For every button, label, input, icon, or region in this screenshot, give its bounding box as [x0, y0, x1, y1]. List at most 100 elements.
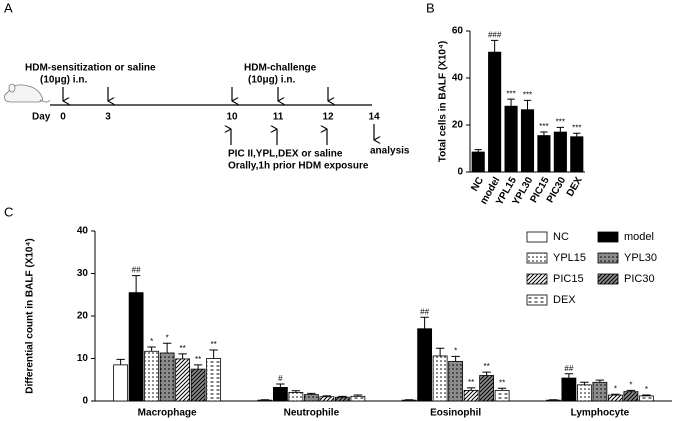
- bar: [570, 136, 584, 173]
- bar: [494, 389, 510, 402]
- y-tick-label: 0: [457, 167, 463, 178]
- bar: [448, 361, 464, 402]
- panel-label: C: [4, 204, 13, 219]
- bar: [350, 395, 366, 402]
- bar: [272, 386, 288, 402]
- y-tick-label: 20: [452, 120, 464, 131]
- error-bar: [573, 132, 581, 137]
- error-bar: [611, 393, 620, 396]
- error-bar: [595, 379, 605, 383]
- error-bar: [482, 371, 491, 376]
- error-bar: [626, 389, 636, 392]
- significance: **: [211, 340, 217, 349]
- legend-swatch: [597, 231, 619, 243]
- bar: [638, 395, 654, 402]
- error-bar: [466, 387, 476, 391]
- challenge: HDM-challenge: [244, 63, 317, 74]
- bar: [206, 358, 222, 402]
- timeline: A HDM-sensitization or saline (10μg) i.n…: [4, 0, 410, 171]
- x-tick-label: Macrophage: [138, 408, 197, 419]
- error-bar: [307, 392, 316, 395]
- legend-swatch: [526, 294, 548, 306]
- error-bar: [540, 131, 548, 136]
- legend-swatch: [526, 252, 548, 264]
- significance: ###: [488, 31, 502, 40]
- significance: ##: [564, 364, 573, 373]
- legend-swatch: [597, 273, 619, 285]
- x-tick-label: Eosinophil: [430, 408, 481, 419]
- y-axis-label: Differential count in BALF (X10⁴): [25, 238, 36, 394]
- bar: [303, 394, 319, 402]
- day: 3: [105, 112, 111, 123]
- y-tick-label: 40: [77, 226, 89, 237]
- x-tick-label: Neutrophile: [284, 408, 340, 419]
- bar: [128, 292, 144, 402]
- error-bar: [193, 364, 203, 370]
- significance: *: [166, 333, 169, 342]
- bar: [190, 368, 206, 402]
- bar: [479, 375, 495, 402]
- bar: [471, 151, 485, 173]
- significance: *: [454, 346, 457, 355]
- error-bar: [178, 353, 187, 359]
- x-tick-label: DEX: [565, 175, 585, 199]
- significance: **: [180, 344, 186, 353]
- bar: [576, 384, 592, 402]
- day: 12: [322, 112, 334, 123]
- error-bar: [322, 395, 332, 397]
- error-bar: [642, 394, 651, 396]
- error-bar: [451, 355, 460, 362]
- bar: [561, 377, 577, 402]
- panel-label: B: [426, 0, 435, 15]
- mouse-icon: [4, 83, 51, 103]
- y-tick-label: 60: [452, 26, 464, 37]
- day: 11: [273, 112, 284, 123]
- treatment-detail: Orally,1h prior HDM exposure: [228, 161, 369, 172]
- significance: *: [629, 380, 632, 389]
- bar: [463, 389, 479, 402]
- error-bar: [209, 349, 218, 359]
- legend-swatch: [526, 231, 548, 243]
- legend-label: YPL30: [624, 252, 657, 264]
- arrows: [63, 87, 374, 145]
- treatment: PIC II,YPL,DEX or saline: [228, 149, 343, 160]
- sensitization: HDM-sensitization or saline: [25, 63, 156, 74]
- bar: [144, 350, 160, 402]
- significance: *: [614, 384, 617, 393]
- y-tick-label: 20: [77, 311, 89, 322]
- significance: ***: [523, 90, 532, 99]
- significance: #: [278, 374, 283, 383]
- bar: [113, 364, 129, 402]
- error-bar: [556, 126, 565, 133]
- error-bar: [291, 390, 301, 393]
- legend-label: PIC30: [624, 273, 655, 285]
- significance: **: [499, 378, 505, 387]
- bar: [607, 394, 623, 402]
- error-bar: [435, 347, 445, 356]
- error-bar: [564, 373, 574, 379]
- day: 0: [60, 112, 66, 123]
- error-bar: [338, 395, 347, 398]
- y-tick-label: 0: [82, 396, 88, 407]
- y-tick-label: 30: [77, 268, 89, 279]
- error-bar: [474, 149, 482, 153]
- significance: *: [645, 385, 648, 394]
- legend-swatch: [597, 252, 619, 264]
- error-bar: [276, 383, 285, 388]
- bar: [537, 135, 551, 173]
- challenge-dose: (10μg) i.n.: [248, 75, 295, 86]
- y-tick-label: 10: [77, 353, 89, 364]
- sensitization-dose: (10μg) i.n.: [40, 75, 87, 86]
- bar: [520, 109, 535, 173]
- significance: ***: [539, 122, 548, 131]
- significance: **: [195, 355, 201, 364]
- legend-label: model: [624, 231, 654, 243]
- significance: *: [150, 337, 153, 346]
- day-label: Day: [32, 112, 51, 123]
- bar: [545, 399, 561, 402]
- error-bar: [507, 98, 515, 107]
- significance: ##: [132, 266, 141, 275]
- bar: [288, 392, 304, 402]
- bar: [334, 396, 350, 402]
